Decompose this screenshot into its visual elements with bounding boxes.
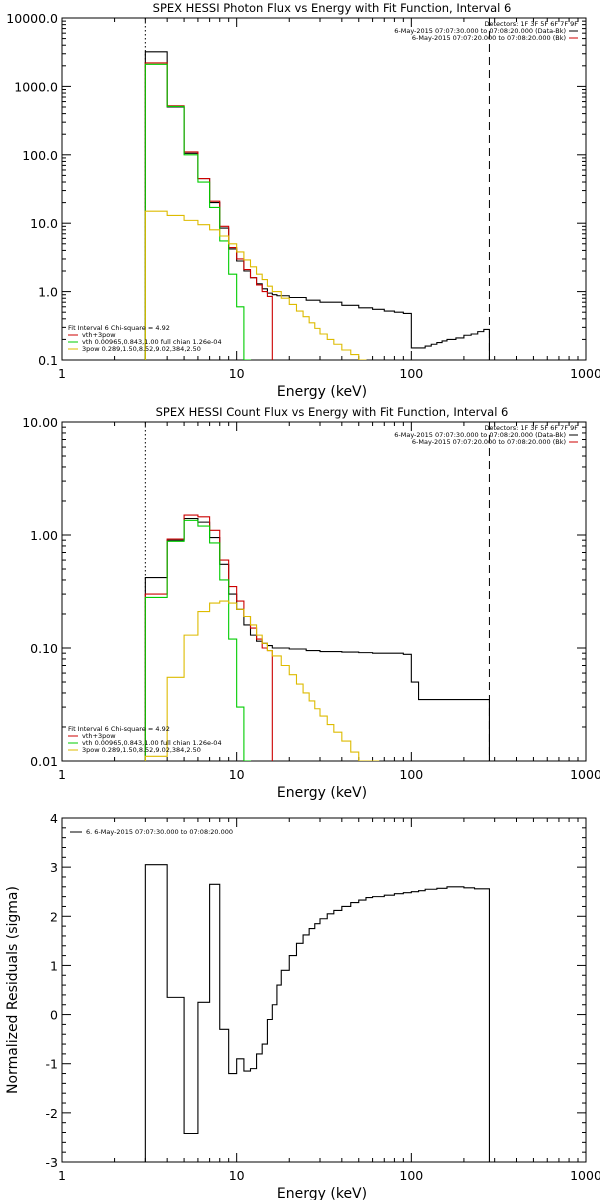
series-line-residuals <box>144 864 490 1162</box>
time-range-label: 6-May-2015 07:07:30.000 to 07:08:20.000 … <box>394 27 566 35</box>
y-tick-label: 0.1 <box>38 353 58 368</box>
fit-legend-label: vth 0.00965,0.843,1.00 full chian 1.26e-… <box>82 739 222 747</box>
plot-frame <box>61 817 587 1163</box>
y-tick-label: 100.0 <box>22 148 58 163</box>
y-tick-label: 1.0 <box>38 285 58 300</box>
fit-legend-label: vth 0.00965,0.843,1.00 full chian 1.26e-… <box>82 338 222 346</box>
x-axis-label: Energy (keV) <box>277 785 367 801</box>
x-tick-label: 10 <box>229 767 245 782</box>
fit-legend-label: vth+3pow <box>82 331 116 339</box>
series-line-data <box>144 51 490 360</box>
x-tick-label: 100 <box>399 767 423 782</box>
x-tick-label: 1000 <box>570 1168 600 1183</box>
y-tick-label: 4 <box>50 811 58 826</box>
y-tick-label: 10000.0 <box>6 11 58 26</box>
chart-panel-1: SPEX HESSI Photon Flux vs Energy with Fi… <box>6 1 600 400</box>
series-line-3pow <box>144 210 367 360</box>
y-tick-label: 1 <box>50 958 58 973</box>
time-range-label: 6-May-2015 07:07:20.000 to 07:08:20.000 … <box>412 34 566 42</box>
series-group <box>144 51 490 360</box>
series-line-vth <box>144 519 252 761</box>
x-tick-label: 10 <box>229 1168 245 1183</box>
y-tick-label: 0 <box>50 1008 58 1023</box>
y-tick-label: 0.10 <box>30 641 58 656</box>
series-line-3pow <box>144 600 380 761</box>
x-tick-label: 1 <box>58 767 66 782</box>
fit-legend-label: 3pow 0.289,1.50,8.52,9.02,384,2.50 <box>82 746 201 754</box>
y-tick-label: -1 <box>46 1057 58 1072</box>
x-tick-label: 1000 <box>570 767 600 782</box>
fit-legend-label: Fit Interval 6 Chi-square = 4.92 <box>68 324 170 332</box>
fit-legend-label: 3pow 0.289,1.50,8.52,9.02,384,2.50 <box>82 345 201 353</box>
series-group <box>144 864 490 1162</box>
y-tick-label: -2 <box>46 1106 58 1121</box>
y-tick-label: 10.00 <box>22 415 58 430</box>
x-tick-label: 100 <box>399 1168 423 1183</box>
x-tick-label: 1 <box>58 1168 66 1183</box>
detectors-label: Detectors: 1F 3F 5F 6F 7F 9F <box>484 20 578 28</box>
x-axis-label: Energy (keV) <box>277 384 367 400</box>
series-group <box>144 514 490 761</box>
residual-legend-label: 6. 6-May-2015 07:07:30.000 to 07:08:20.0… <box>86 828 233 836</box>
chart-title: SPEX HESSI Count Flux vs Energy with Fit… <box>156 405 509 419</box>
y-tick-label: 2 <box>50 909 58 924</box>
y-axis-label: Normalized Residuals (sigma) <box>5 886 21 1094</box>
y-tick-label: 1000.0 <box>14 79 58 94</box>
x-axis-label: Energy (keV) <box>277 1186 367 1200</box>
fit-legend-label: Fit Interval 6 Chi-square = 4.92 <box>68 725 170 733</box>
x-tick-label: 100 <box>399 366 423 381</box>
series-line-vth-3pow <box>144 62 273 360</box>
time-range-label: 6-May-2015 07:07:30.000 to 07:08:20.000 … <box>394 431 566 439</box>
chart-title: SPEX HESSI Photon Flux vs Energy with Fi… <box>153 1 512 15</box>
plot-frame <box>61 17 587 361</box>
x-tick-label: 1 <box>58 366 66 381</box>
y-tick-label: 1.00 <box>30 528 58 543</box>
y-tick-label: -3 <box>46 1155 58 1170</box>
x-tick-label: 1000 <box>570 366 600 381</box>
series-line-data <box>144 517 490 761</box>
detectors-label: Detectors: 1F 3F 5F 6F 7F 9F <box>484 424 578 432</box>
chart-panel-2: SPEX HESSI Count Flux vs Energy with Fit… <box>22 405 600 801</box>
fit-legend-label: vth+3pow <box>82 732 116 740</box>
plot-frame <box>61 421 587 762</box>
time-range-label: 6-May-2015 07:07:20.000 to 07:08:20.000 … <box>412 438 566 446</box>
x-tick-label: 10 <box>229 366 245 381</box>
y-tick-label: 3 <box>50 860 58 875</box>
y-tick-label: 0.01 <box>30 754 58 769</box>
y-tick-label: 10.0 <box>30 216 58 231</box>
series-line-vth <box>144 63 252 360</box>
chart-panel-3: 1 10 100 1000 Energy (keV) -3 -2 -1 0 1 2 3 4 Normali… <box>5 811 600 1200</box>
